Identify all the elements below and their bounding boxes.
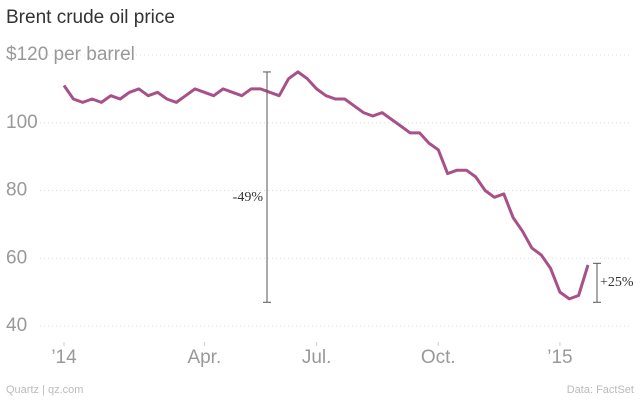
y-tick-label: 40 bbox=[6, 315, 27, 336]
annotation-label: -49% bbox=[233, 190, 264, 205]
x-tick-label: ’15 bbox=[547, 347, 572, 368]
footer-source: Quartz | qz.com bbox=[6, 384, 83, 396]
y-tick-label: 100 bbox=[6, 112, 38, 133]
annotation-label: +25% bbox=[600, 275, 634, 290]
price-line bbox=[62, 70, 590, 301]
x-tick-label: ’14 bbox=[51, 347, 77, 368]
chart-title: Brent crude oil price bbox=[6, 7, 175, 28]
y-tick-label: $120 per barrel bbox=[6, 44, 135, 65]
footer-data: Data: FactSet bbox=[567, 384, 634, 396]
x-tick-label: Jul. bbox=[302, 347, 332, 368]
y-tick-label: 60 bbox=[6, 247, 27, 268]
x-tick-label: Apr. bbox=[187, 347, 221, 368]
y-tick-label: 80 bbox=[6, 180, 27, 201]
x-tick-label: Oct. bbox=[421, 347, 456, 368]
